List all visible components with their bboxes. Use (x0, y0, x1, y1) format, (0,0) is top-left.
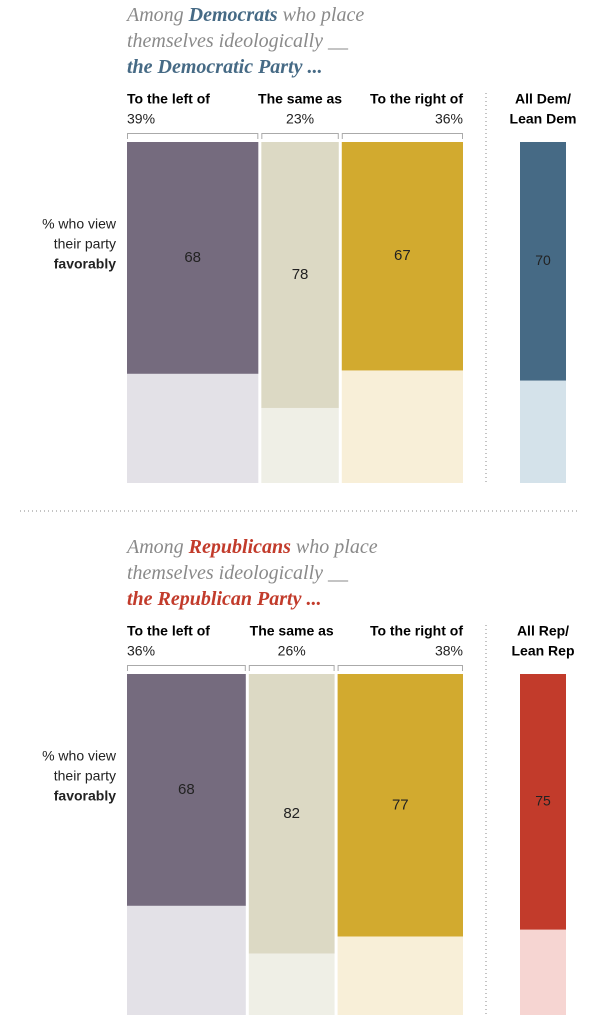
y-axis-label: % who view (42, 748, 117, 764)
panel-title: the Republican Party ... (127, 588, 321, 610)
width-bracket (261, 133, 339, 139)
width-label: 39% (127, 111, 155, 127)
width-bracket (127, 665, 246, 671)
width-label: 26% (278, 643, 306, 659)
bar-remainder (337, 936, 463, 1015)
category-label: The same as (250, 623, 334, 639)
bar-favorable (127, 142, 259, 374)
total-label: Lean Dem (510, 111, 577, 127)
title-word: who place (296, 536, 378, 558)
bar-favorable (127, 674, 246, 906)
category-label: To the right of (370, 623, 463, 639)
value-label: 68 (184, 249, 201, 266)
value-label: 77 (392, 796, 409, 813)
y-axis-label: their party (54, 236, 116, 252)
y-axis-label: their party (54, 768, 116, 784)
total-label: All Rep/ (517, 623, 569, 639)
bar-remainder (261, 407, 339, 483)
total-favorable (520, 674, 566, 930)
total-favorable (520, 142, 566, 381)
value-label: 78 (292, 266, 309, 283)
panel-title: Among Democrats who place (125, 4, 364, 26)
width-bracket (127, 133, 259, 139)
width-bracket (248, 665, 335, 671)
bar-remainder (127, 373, 259, 483)
panel-title: themselves ideologically __ (127, 562, 349, 584)
title-word: the Republican Party ... (127, 588, 321, 610)
value-label: 67 (394, 247, 411, 264)
width-label: 38% (435, 643, 463, 659)
width-bracket (337, 665, 463, 671)
panel-title: Among Republicans who place (125, 536, 378, 558)
category-label: To the left of (127, 91, 210, 107)
width-label: 23% (286, 111, 314, 127)
panel: Among Democrats who place themselves ideolo… (42, 4, 576, 485)
value-label: 68 (178, 781, 195, 798)
title-word: Among (125, 4, 184, 26)
y-axis-label: % who view (42, 216, 117, 232)
bar-remainder (248, 953, 335, 1015)
panel-title: the Democratic Party ... (127, 56, 323, 78)
width-label: 36% (435, 111, 463, 127)
panel-title: themselves ideologically __ (127, 30, 349, 52)
category-label: The same as (258, 91, 342, 107)
bar-favorable (337, 674, 463, 937)
title-word: themselves ideologically __ (127, 562, 349, 584)
y-axis-label: favorably (54, 788, 116, 804)
value-label: 82 (283, 805, 300, 822)
width-label: 36% (127, 643, 155, 659)
total-remainder (520, 929, 566, 1015)
title-word: Democrats (188, 4, 278, 26)
category-label: To the right of (370, 91, 463, 107)
total-label: Lean Rep (511, 643, 574, 659)
title-word: who place (283, 4, 365, 26)
bar-favorable (261, 142, 339, 408)
category-label: To the left of (127, 623, 210, 639)
panel: Among Republicans who place themselves ideo… (42, 536, 575, 1017)
total-label: All Dem/ (515, 91, 571, 107)
bar-remainder (127, 905, 246, 1015)
bar-favorable (341, 142, 463, 371)
title-word: Among (125, 536, 184, 558)
bar-favorable (248, 674, 335, 954)
title-word: themselves ideologically __ (127, 30, 349, 52)
title-word: Republicans (188, 536, 291, 558)
width-bracket (341, 133, 463, 139)
title-word: the Democratic Party ... (127, 56, 323, 78)
y-axis-label: favorably (54, 256, 116, 272)
bar-remainder (341, 370, 463, 483)
total-value-label: 75 (535, 793, 551, 809)
total-remainder (520, 380, 566, 483)
total-value-label: 70 (535, 252, 551, 268)
